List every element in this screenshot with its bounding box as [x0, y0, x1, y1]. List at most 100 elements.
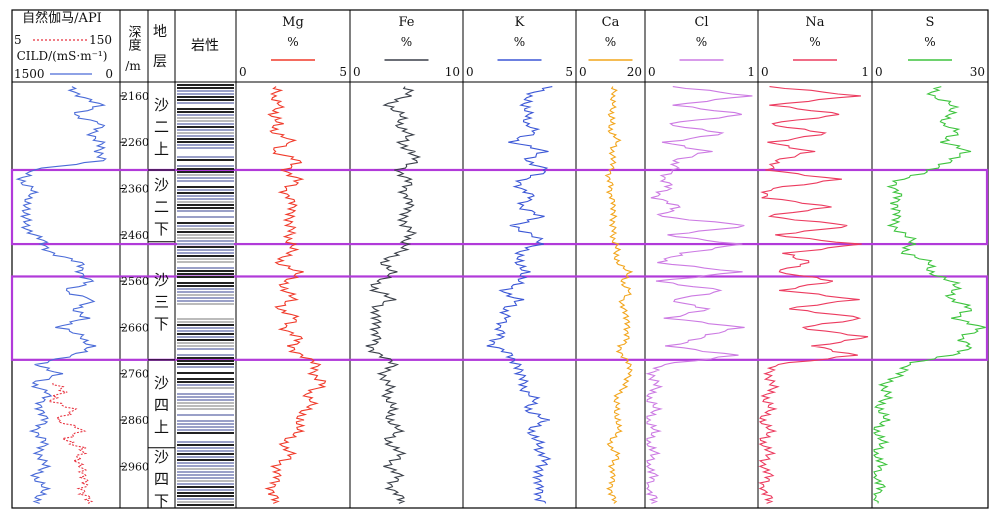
strata-label-char: 下 — [154, 315, 169, 333]
strata-label-char: 二 — [154, 118, 169, 136]
lithology-band — [177, 135, 234, 137]
lithology-band — [177, 492, 234, 494]
lithology-band — [177, 324, 234, 326]
lithology-band — [177, 171, 234, 173]
lithology-band — [177, 270, 234, 272]
lithology-band — [177, 162, 234, 164]
lithology-band — [177, 111, 234, 113]
strata-label-char: 沙 — [154, 271, 169, 289]
lithology-band — [177, 477, 234, 479]
lithology-band — [177, 153, 234, 155]
track-max-s: 30 — [970, 65, 985, 79]
lithology-band — [177, 168, 234, 170]
series-line-s — [872, 86, 986, 504]
lithology-band — [177, 369, 234, 371]
track-unit-cl: % — [696, 35, 707, 49]
lithology-band — [177, 345, 234, 347]
lithology-band — [177, 414, 234, 416]
track-name-mg: Mg — [282, 15, 304, 30]
depth-tick-label: 2660 — [121, 321, 149, 334]
lithology-band — [177, 282, 234, 284]
lithology-band — [177, 210, 234, 212]
lithology-band — [177, 288, 234, 290]
depth-tick-label: 2960 — [121, 460, 149, 473]
lithology-band — [177, 444, 234, 446]
track-name-s: S — [926, 15, 935, 30]
strata-label-char: 沙 — [154, 176, 169, 194]
lithology-band — [177, 102, 234, 104]
lithology-band — [177, 150, 234, 152]
lithology-band — [177, 213, 234, 215]
lithology-band — [177, 453, 234, 455]
lithology-band — [177, 498, 234, 500]
outer-frame — [11, 9, 989, 509]
lithology-band — [177, 99, 234, 101]
lithology-band — [177, 264, 234, 266]
track-frames — [11, 9, 989, 509]
lithology-band — [177, 309, 234, 311]
track-min-k: 0 — [466, 65, 474, 79]
lithology-band — [177, 192, 234, 194]
series-line-mg — [264, 86, 327, 504]
lithology-band — [177, 207, 234, 209]
lithology-band — [177, 417, 234, 419]
series-line-na — [758, 86, 869, 504]
lithology-band — [177, 351, 234, 353]
depth-tick-label: 2360 — [121, 183, 149, 196]
lithology-band — [177, 201, 234, 203]
lithology-band — [177, 474, 234, 476]
lithology-band — [177, 255, 234, 257]
lithology-band — [177, 408, 234, 410]
lithology-band — [177, 267, 234, 269]
track-unit-fe: % — [401, 35, 412, 49]
lithology-band — [177, 231, 234, 233]
lithology-band — [177, 441, 234, 443]
lithology-band — [177, 312, 234, 314]
lithology-band — [177, 258, 234, 260]
lithology-band — [177, 504, 234, 506]
track-unit-mg: % — [287, 35, 298, 49]
lithology-band — [177, 225, 234, 227]
lithology-band — [177, 384, 234, 386]
strata-header-1: 地 — [153, 24, 167, 40]
cild-max-label: 0 — [105, 67, 113, 81]
cild-header-label: CILD/(mS·m⁻¹) — [17, 49, 108, 63]
strata-header-2: 层 — [153, 54, 167, 70]
depth-tick-label: 2860 — [121, 414, 149, 427]
lithology-band — [177, 375, 234, 377]
track-name-cl: Cl — [694, 15, 708, 30]
lithology-band — [177, 393, 234, 395]
track-name-k: K — [515, 15, 525, 30]
lithology-band — [177, 405, 234, 407]
lithology-column — [177, 84, 234, 506]
lithology-band — [177, 195, 234, 197]
lithology-band — [177, 204, 234, 206]
lithology-band — [177, 276, 234, 278]
strata-label-char: 下 — [154, 220, 169, 238]
lithology-band — [177, 402, 234, 404]
strata-label-char: 上 — [154, 418, 169, 436]
lithology-band — [177, 219, 234, 221]
track-max-na: 1 — [861, 65, 869, 79]
lithology-band — [177, 381, 234, 383]
lithology-band — [177, 423, 234, 425]
track-unit-s: % — [924, 35, 935, 49]
lithology-band — [177, 261, 234, 263]
lithology-band — [177, 483, 234, 485]
lithology-band — [177, 156, 234, 158]
strata-label-char: 二 — [154, 198, 169, 216]
track-name-fe: Fe — [398, 15, 414, 30]
lithology-band — [177, 420, 234, 422]
lithology-band — [177, 387, 234, 389]
track-min-na: 0 — [761, 65, 769, 79]
lithology-band — [177, 180, 234, 182]
lithology-band — [177, 279, 234, 281]
lithology-band — [177, 120, 234, 122]
track-unit-na: % — [809, 35, 820, 49]
lithology-band — [177, 198, 234, 200]
lithology-band — [177, 435, 234, 437]
lithology-band — [177, 246, 234, 248]
lithology-band — [177, 489, 234, 491]
lithology-band — [177, 165, 234, 167]
